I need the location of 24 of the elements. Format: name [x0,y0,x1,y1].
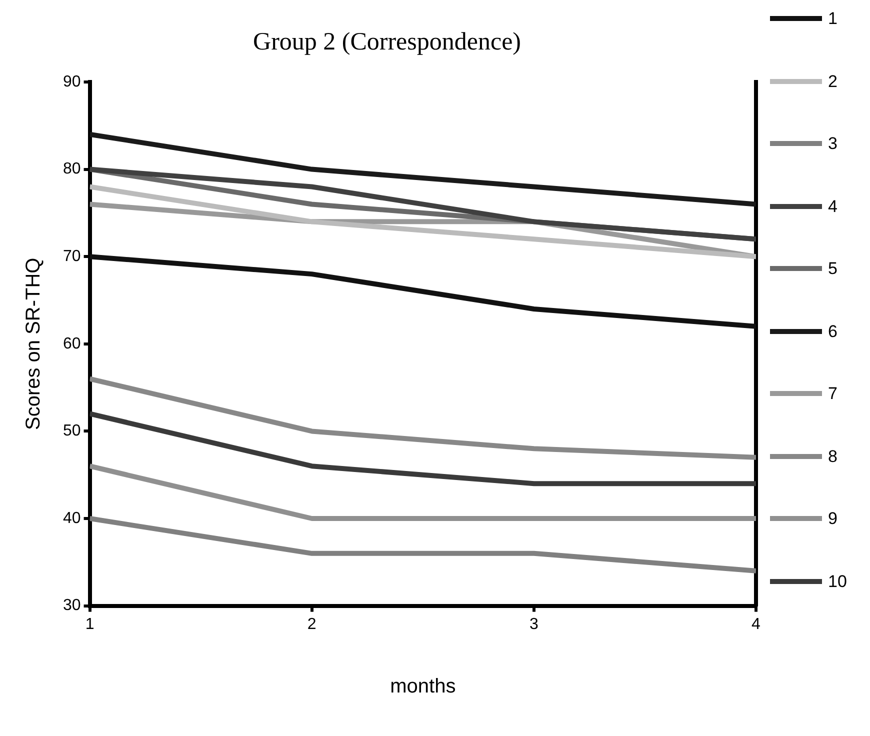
x-tick-label: 3 [529,616,538,633]
legend-label: 2 [828,72,838,92]
legend-label: 9 [828,509,838,529]
y-tick-label: 70 [63,248,81,266]
y-tick-label: 40 [63,510,81,527]
legend-label: 10 [828,572,848,592]
legend-label: 6 [828,322,838,342]
x-tick-label: 4 [752,616,761,633]
x-tick-label: 1 [85,616,94,633]
y-tick-label: 50 [63,422,81,440]
y-tick-label: 80 [63,160,81,178]
legend-label: 7 [828,384,838,404]
legend-label: 3 [828,134,838,154]
legend-label: 4 [828,196,838,216]
y-tick-label: 30 [63,597,81,614]
y-tick-label: 60 [63,335,81,352]
legend-label: 1 [828,9,838,29]
x-axis-title: months [390,676,456,698]
y-axis-title: Scores on SR-THQ [22,258,45,430]
legend-label: 8 [828,446,838,466]
chart-title: Group 2 (Correspondence) [253,28,521,56]
x-tick-label: 2 [307,616,316,633]
legend-label: 5 [828,259,838,279]
y-tick-label: 90 [63,73,81,90]
